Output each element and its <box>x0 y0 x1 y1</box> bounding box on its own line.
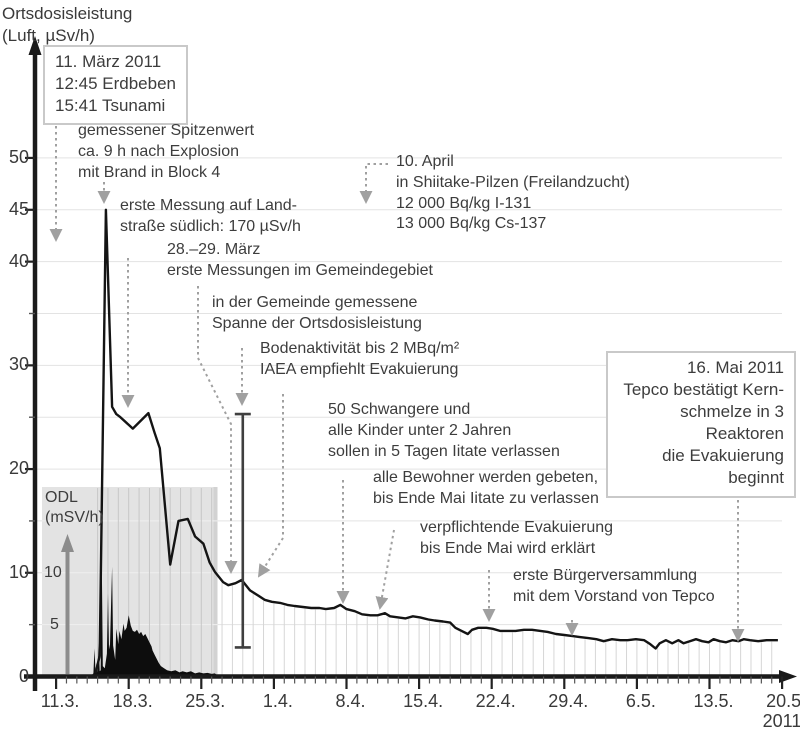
y-tick-label-45: 45 <box>8 198 29 219</box>
annotation-all-residents: alle Bewohner werden gebeten, bis Ende M… <box>373 469 599 507</box>
y-axis-arrowhead <box>28 36 42 55</box>
y-tick-label-50: 50 <box>8 146 29 167</box>
x-tick-label-22-4-: 22.4. <box>475 691 516 711</box>
annotation-april-10: 10. April in Shiitake-Pilzen (Freilandzu… <box>396 153 630 233</box>
odl-arrowhead <box>61 534 74 552</box>
arrow-april-10 <box>359 163 388 204</box>
inset-box-edge <box>213 487 218 677</box>
arrow-soil <box>257 394 284 578</box>
annotation-mandatory-evacuation: verpflichtende Evakuierung bis Ende Mai … <box>420 519 614 557</box>
x-tick-label-25-3-: 25.3. <box>185 691 226 711</box>
inset-data-area <box>88 552 218 677</box>
annotation-peak: gemessener Spitzenwert ca. 9 h nach Expl… <box>78 122 255 181</box>
inset-tick-10: 10 <box>44 564 62 581</box>
inset-tick-5: 5 <box>50 616 59 633</box>
annotation-soil-activity: Bodenaktivität bis 2 MBq/m² IAEA empfieh… <box>260 340 460 378</box>
arrow-march-28-29 <box>197 286 238 574</box>
x-tick-label-29-4-: 29.4. <box>548 691 589 711</box>
x-tick-label-11-3-: 11.3. <box>40 691 80 711</box>
y-axis-title: Ortsdosisleistung (Luft, µSv/h) <box>2 4 133 46</box>
dose-rate-curve <box>94 208 778 674</box>
annotation-citizen-meeting: erste Bürgerversammlung mit dem Vorstand… <box>513 567 715 605</box>
inset-label: ODL (mSV/h) <box>45 489 104 526</box>
year-label: 2011 <box>762 711 800 731</box>
y-tick-label-20: 20 <box>8 458 29 479</box>
x-tick-label-20-5-: 20.5. <box>766 691 800 711</box>
x-tick-label-15-4-: 15.4. <box>403 691 444 711</box>
x-axis-arrowhead <box>779 670 797 683</box>
annotation-pregnant-children: 50 Schwangere und alle Kinder unter 2 Ja… <box>328 401 560 460</box>
x-tick-label-8-4-: 8.4. <box>335 691 366 711</box>
x-tick-label-13-5-: 13.5. <box>693 691 734 711</box>
x-tick-label-18-3-: 18.3. <box>112 691 153 711</box>
y-tick-label-10: 10 <box>8 561 29 582</box>
annotation-road-measurement: erste Messung auf Land- straße südlich: … <box>120 197 301 235</box>
arrow-residents <box>375 529 395 610</box>
x-tick-label-6-5-: 6.5. <box>625 691 656 711</box>
y-tick-label-40: 40 <box>8 250 29 271</box>
y-tick-label-0: 0 <box>18 665 29 686</box>
annotation-march-28-29: 28.–29. März erste Messungen im Gemeinde… <box>167 241 433 279</box>
event-box-may: 16. Mai 2011 Tepco bestätigt Kern- schme… <box>606 351 796 498</box>
event-box-march: 11. März 2011 12:45 Erdbeben 15:41 Tsuna… <box>43 45 188 126</box>
x-tick-label-1-4-: 1.4. <box>262 691 293 711</box>
annotation-range: in der Gemeinde gemessene Spanne der Ort… <box>212 294 422 332</box>
y-tick-label-30: 30 <box>8 354 29 375</box>
